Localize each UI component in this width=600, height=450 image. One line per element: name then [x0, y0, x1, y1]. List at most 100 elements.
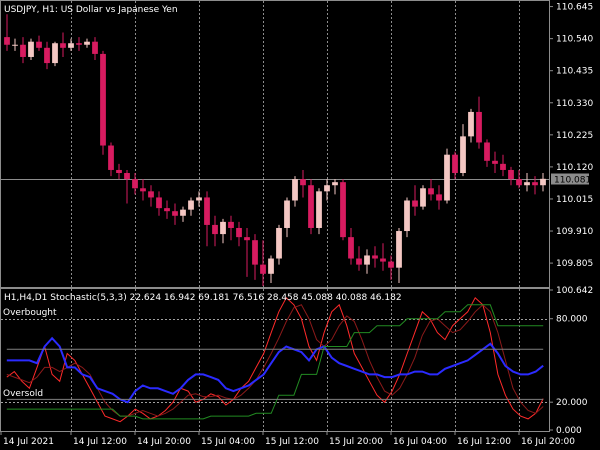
- time-tick-label: 14 Jul 2021: [3, 437, 54, 447]
- candle-body: [308, 185, 314, 228]
- candle[interactable]: [348, 227, 354, 265]
- price-tick-label: 109.805: [556, 259, 593, 269]
- candle[interactable]: [332, 179, 338, 195]
- candle-body: [340, 182, 346, 238]
- candle[interactable]: [164, 200, 170, 219]
- candle[interactable]: [100, 50, 106, 155]
- candle[interactable]: [444, 148, 450, 204]
- candle[interactable]: [540, 173, 546, 192]
- candle[interactable]: [276, 224, 282, 265]
- candle[interactable]: [60, 32, 66, 57]
- candle[interactable]: [300, 169, 306, 198]
- candle[interactable]: [396, 227, 402, 283]
- candle[interactable]: [20, 37, 26, 64]
- price-pane-frame: [0, 0, 550, 288]
- time-axis: 14 Jul 2021 14 Jul 12:00 14 Jul 20:00 15 Ju…: [0, 431, 575, 447]
- candle[interactable]: [92, 37, 98, 61]
- candle[interactable]: [412, 185, 418, 216]
- candle[interactable]: [180, 206, 186, 222]
- candle-body: [252, 240, 258, 265]
- candle[interactable]: [500, 154, 506, 177]
- candle[interactable]: [468, 108, 474, 143]
- candle-body: [196, 197, 202, 201]
- candle[interactable]: [356, 246, 362, 271]
- candle-body: [372, 255, 378, 259]
- candle[interactable]: [212, 215, 218, 247]
- time-tick-label: 15 Jul 20:00: [329, 437, 383, 447]
- candle[interactable]: [244, 227, 250, 277]
- candlestick-series[interactable]: [4, 14, 546, 286]
- candle-body: [300, 179, 306, 186]
- candle-body: [228, 221, 234, 228]
- candle[interactable]: [428, 179, 434, 201]
- candle[interactable]: [4, 14, 10, 51]
- candle[interactable]: [508, 166, 514, 186]
- candle[interactable]: [220, 218, 226, 244]
- stochastic-series-line[interactable]: [6, 304, 544, 420]
- candle[interactable]: [284, 197, 290, 238]
- candle[interactable]: [204, 191, 210, 247]
- candle[interactable]: [76, 37, 82, 51]
- stochastic-lines[interactable]: [6, 296, 544, 423]
- candle[interactable]: [492, 151, 498, 174]
- candle[interactable]: [28, 38, 34, 61]
- time-tick-label: 14 Jul 20:00: [137, 437, 191, 447]
- candle[interactable]: [172, 203, 178, 225]
- candle[interactable]: [476, 96, 482, 149]
- candle[interactable]: [524, 173, 530, 192]
- candle[interactable]: [308, 179, 314, 235]
- stochastic-series-line[interactable]: [6, 336, 544, 404]
- grid-lines: [1, 1, 549, 431]
- candle[interactable]: [404, 197, 410, 238]
- candle[interactable]: [108, 142, 114, 177]
- candle[interactable]: [188, 197, 194, 216]
- candle[interactable]: [36, 35, 42, 51]
- candle[interactable]: [372, 246, 378, 268]
- candle-body: [148, 191, 154, 198]
- candle[interactable]: [324, 179, 330, 201]
- candle[interactable]: [364, 249, 370, 274]
- candle[interactable]: [252, 234, 258, 280]
- candle[interactable]: [116, 163, 122, 180]
- candle[interactable]: [52, 41, 58, 67]
- indicator-tick-label: 0.000: [556, 426, 582, 436]
- candle-body: [292, 179, 298, 201]
- candle[interactable]: [516, 169, 522, 189]
- candle-body: [452, 154, 458, 174]
- candle[interactable]: [484, 139, 490, 167]
- candle[interactable]: [44, 41, 50, 70]
- candle[interactable]: [340, 179, 346, 241]
- candle[interactable]: [12, 38, 18, 51]
- candle[interactable]: [260, 240, 266, 286]
- candle[interactable]: [268, 255, 274, 283]
- candle[interactable]: [148, 185, 154, 207]
- candle[interactable]: [228, 215, 234, 241]
- candle[interactable]: [68, 38, 74, 51]
- candle-body: [76, 43, 82, 45]
- candle[interactable]: [236, 221, 242, 247]
- candle[interactable]: [388, 255, 394, 280]
- candle[interactable]: [420, 185, 426, 210]
- candle[interactable]: [132, 173, 138, 195]
- candle-body: [60, 43, 66, 48]
- candle[interactable]: [452, 151, 458, 180]
- candle-body: [268, 258, 274, 274]
- candle[interactable]: [532, 176, 538, 195]
- candle[interactable]: [316, 188, 322, 235]
- candle[interactable]: [84, 38, 90, 48]
- price-tick-label: 109.910: [556, 227, 593, 237]
- indicator-tick-label: 20.000: [556, 398, 588, 408]
- candle[interactable]: [156, 191, 162, 216]
- candle[interactable]: [196, 191, 202, 207]
- candle-body: [516, 179, 522, 186]
- candle[interactable]: [436, 185, 442, 210]
- candle-body: [156, 197, 162, 209]
- candle[interactable]: [292, 176, 298, 207]
- candle-body: [220, 221, 226, 235]
- candle[interactable]: [380, 243, 386, 271]
- candle[interactable]: [140, 179, 146, 201]
- time-tick-label: 16 Jul 12:00: [457, 437, 511, 447]
- candle[interactable]: [460, 124, 466, 177]
- candle[interactable]: [124, 169, 130, 204]
- price-tick-label: 110.120: [556, 163, 593, 173]
